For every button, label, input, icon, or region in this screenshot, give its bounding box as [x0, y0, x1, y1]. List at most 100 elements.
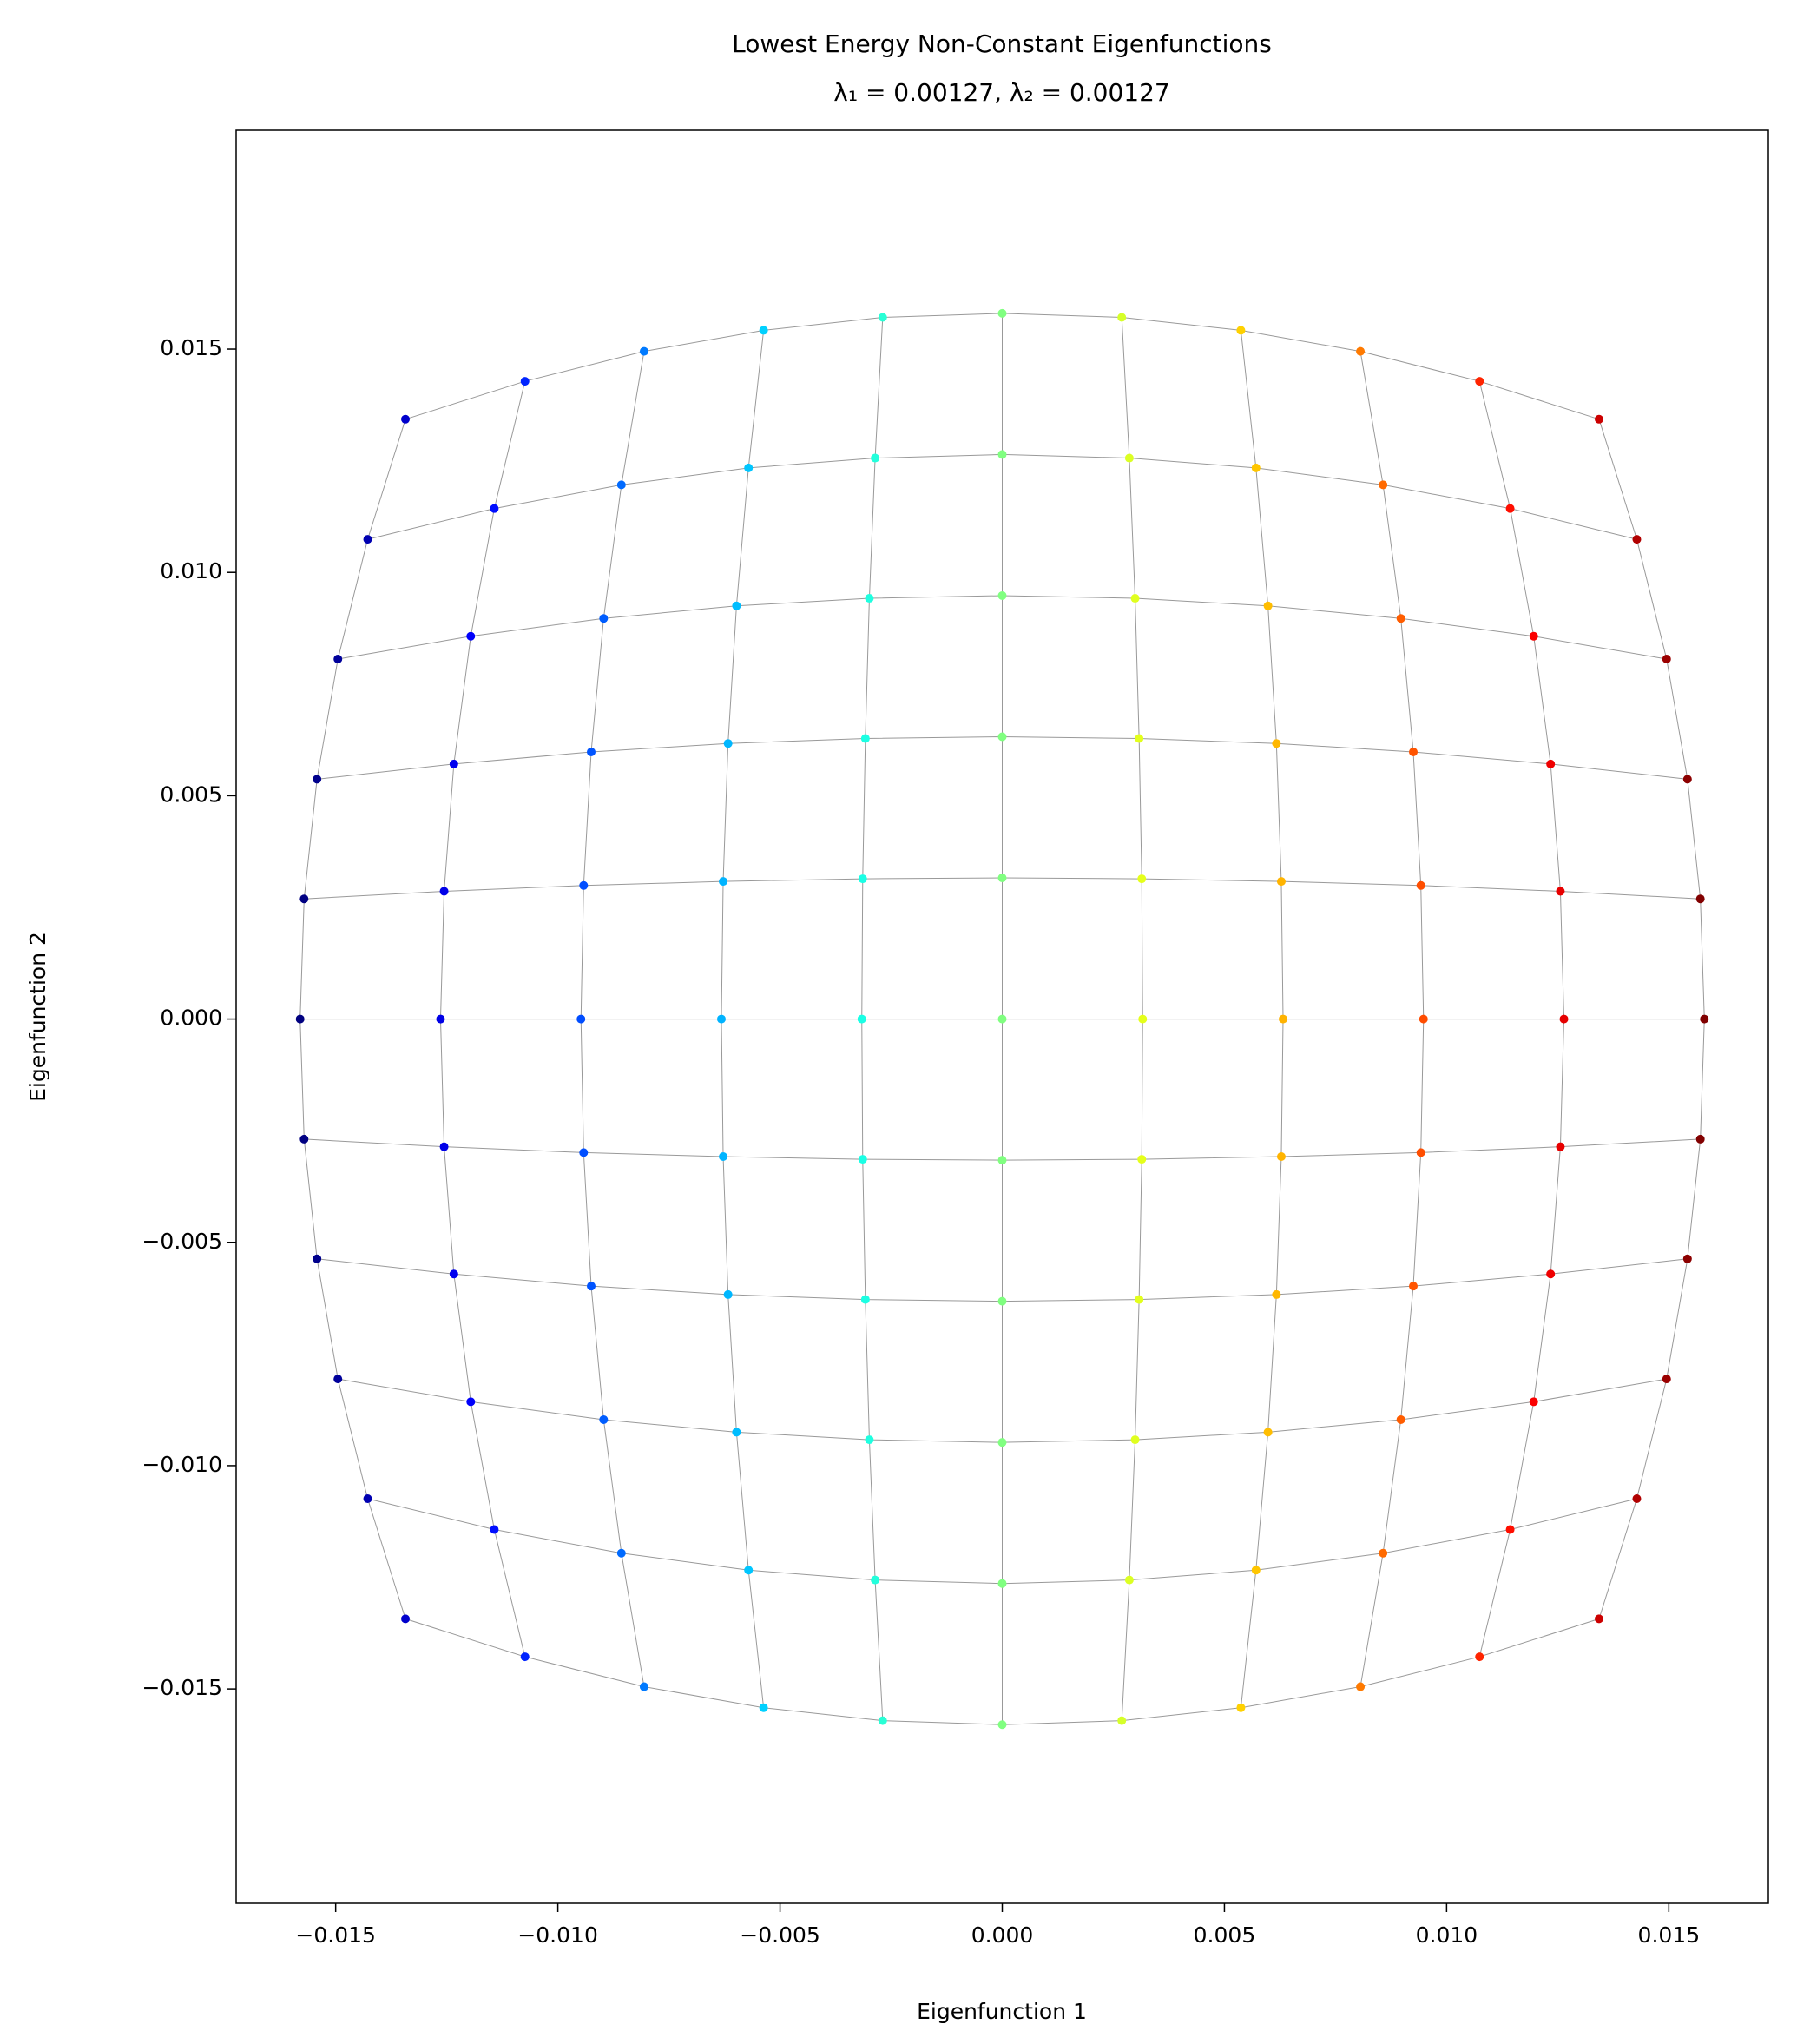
- point: [759, 326, 768, 335]
- point: [295, 1014, 305, 1024]
- point: [1529, 1397, 1538, 1407]
- point: [732, 1428, 741, 1437]
- point: [599, 614, 609, 623]
- y-axis-label: Eigenfunction 2: [25, 932, 50, 1102]
- point: [449, 1269, 458, 1279]
- x-tick-label: −0.015: [295, 1922, 376, 1948]
- point: [616, 1548, 626, 1558]
- point: [1124, 453, 1134, 463]
- point: [1662, 1375, 1671, 1384]
- point: [333, 1375, 343, 1384]
- point: [1236, 1703, 1246, 1712]
- point: [449, 759, 458, 768]
- point: [759, 1703, 768, 1712]
- point: [1416, 880, 1425, 890]
- point: [997, 1296, 1007, 1306]
- y-tick-label: 0.000: [160, 1006, 222, 1031]
- y-tick-label: 0.010: [160, 558, 222, 584]
- point: [1408, 747, 1418, 756]
- point: [300, 1134, 309, 1144]
- point: [1556, 887, 1565, 896]
- point: [716, 1014, 726, 1024]
- chart-title: Lowest Energy Non-Constant Eigenfunction…: [732, 30, 1272, 58]
- point: [997, 308, 1007, 318]
- point: [1682, 1254, 1692, 1263]
- x-tick-label: 0.000: [971, 1922, 1034, 1948]
- x-axis-label: Eigenfunction 1: [917, 1999, 1087, 2024]
- point: [1632, 535, 1642, 544]
- point: [333, 654, 343, 663]
- point: [1279, 1014, 1288, 1024]
- point: [744, 1566, 754, 1575]
- point: [1137, 874, 1147, 884]
- point: [1272, 739, 1281, 748]
- point: [1251, 1566, 1261, 1575]
- point: [313, 775, 322, 784]
- point: [1236, 326, 1246, 335]
- point: [719, 1151, 728, 1161]
- point: [490, 504, 499, 513]
- point: [1416, 1148, 1425, 1157]
- point: [466, 1397, 476, 1407]
- point: [997, 1720, 1007, 1730]
- x-tick-label: −0.010: [517, 1922, 598, 1948]
- point: [1475, 1652, 1484, 1662]
- point: [1276, 1151, 1286, 1161]
- point: [1408, 1282, 1418, 1291]
- point: [579, 1148, 589, 1157]
- point: [723, 1289, 733, 1299]
- point: [997, 1438, 1007, 1447]
- point: [1594, 414, 1603, 424]
- point: [1135, 1295, 1144, 1304]
- point: [865, 1435, 874, 1445]
- point: [1356, 1682, 1366, 1691]
- point: [439, 1142, 449, 1151]
- point: [599, 1414, 609, 1424]
- point: [997, 1156, 1007, 1165]
- point: [439, 887, 449, 896]
- point: [1559, 1014, 1569, 1024]
- x-tick-label: 0.005: [1194, 1922, 1256, 1948]
- point: [871, 453, 880, 463]
- point: [1396, 1414, 1405, 1424]
- point: [1276, 877, 1286, 887]
- x-tick-label: −0.005: [740, 1922, 820, 1948]
- point: [1632, 1493, 1642, 1503]
- point: [723, 739, 733, 748]
- point: [997, 874, 1007, 883]
- point: [997, 1014, 1007, 1024]
- point: [1556, 1142, 1565, 1151]
- point: [639, 1682, 648, 1691]
- point: [1379, 1548, 1388, 1558]
- point: [1529, 631, 1538, 641]
- point: [865, 594, 874, 603]
- point: [1379, 480, 1388, 490]
- point: [639, 346, 648, 356]
- point: [997, 1579, 1007, 1588]
- point: [857, 1014, 866, 1024]
- point: [1263, 601, 1273, 610]
- point: [1695, 1134, 1705, 1144]
- point: [401, 414, 411, 424]
- point: [997, 450, 1007, 459]
- chart-subtitle: λ₁ = 0.00127, λ₂ = 0.00127: [833, 78, 1170, 107]
- point: [1505, 1525, 1515, 1534]
- y-tick-label: 0.005: [160, 781, 222, 807]
- point: [1505, 504, 1515, 513]
- point: [1251, 463, 1261, 472]
- point: [1135, 734, 1144, 743]
- point: [858, 874, 867, 884]
- point: [1130, 1435, 1140, 1445]
- point: [1138, 1014, 1148, 1024]
- point: [520, 1652, 530, 1662]
- point: [576, 1014, 586, 1024]
- point: [1117, 1716, 1127, 1725]
- point: [1272, 1289, 1281, 1299]
- point: [1695, 894, 1705, 904]
- point: [1137, 1155, 1147, 1164]
- point: [1662, 654, 1671, 663]
- plot-frame: [235, 129, 1769, 1904]
- point: [466, 631, 476, 641]
- point: [1546, 1269, 1556, 1279]
